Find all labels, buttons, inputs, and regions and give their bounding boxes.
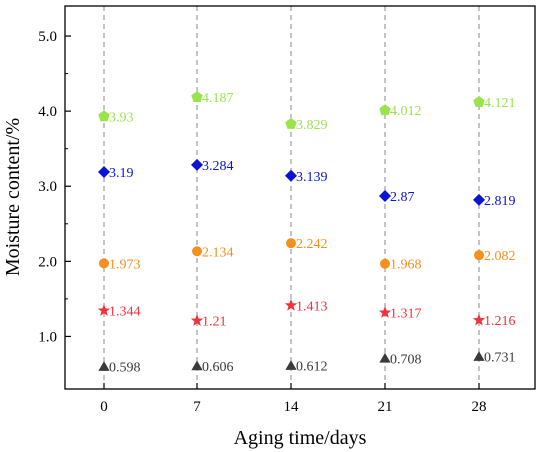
data-series: 3.93 4.187 3.829 4.012 4.121 3.19 3.284 3.139 2.… [97, 91, 516, 376]
data-label: 1.973 [109, 257, 141, 272]
data-label: 2.134 [202, 245, 234, 260]
data-label: 0.598 [109, 361, 141, 376]
data-point [285, 169, 297, 182]
data-point [98, 361, 110, 371]
data-point [191, 158, 203, 171]
data-point [473, 351, 485, 361]
data-point [191, 91, 203, 102]
data-point [191, 360, 203, 371]
data-label: 2.87 [390, 190, 415, 205]
series-diamond: 3.19 3.284 3.139 2.87 2.819 [98, 159, 516, 209]
data-label: 3.19 [109, 166, 134, 181]
y-axis: 1.0 2.0 3.0 4.0 5.0 [38, 29, 71, 345]
series-star: 1.344 1.21 1.413 1.317 1.216 [97, 298, 516, 330]
series-circle: 1.973 2.134 2.242 1.968 2.082 [99, 237, 516, 273]
data-label: 3.93 [109, 110, 134, 125]
series-pentagon: 3.93 4.187 3.829 4.012 4.121 [98, 91, 516, 133]
data-point [98, 165, 110, 178]
x-tick-label: 7 [193, 399, 201, 415]
data-point [378, 306, 392, 318]
data-label: 0.731 [484, 351, 516, 366]
data-point [285, 360, 297, 370]
x-tick-label: 0 [100, 399, 108, 415]
x-tick-label: 21 [378, 399, 393, 415]
data-point [190, 314, 204, 326]
data-label: 2.242 [296, 237, 328, 252]
grid-lines [103, 6, 480, 389]
data-label: 1.21 [202, 315, 227, 330]
data-label: 0.606 [202, 360, 234, 375]
data-label: 2.819 [484, 194, 516, 209]
x-axis: 0 7 14 21 28 [100, 383, 487, 415]
data-point [473, 193, 485, 206]
data-point [473, 96, 485, 107]
data-point [284, 298, 298, 311]
data-label: 1.344 [109, 305, 141, 320]
data-point [98, 110, 110, 122]
data-label: 4.121 [484, 96, 516, 111]
data-point [380, 258, 390, 269]
series-triangle: 0.598 0.606 0.612 0.708 0.731 [98, 351, 516, 376]
data-label: 2.082 [484, 249, 516, 264]
data-point [379, 104, 391, 116]
x-axis-title: Aging time/days [234, 427, 367, 449]
plot-frame [64, 5, 536, 390]
y-tick-label: 2.0 [38, 254, 57, 270]
data-label: 1.968 [390, 258, 422, 273]
data-label: 4.187 [202, 91, 234, 106]
data-label: 0.708 [390, 352, 422, 367]
data-point [285, 117, 297, 129]
data-label: 1.216 [484, 314, 516, 329]
data-point [474, 250, 484, 261]
data-point [472, 313, 486, 326]
y-tick-label: 4.0 [38, 104, 57, 120]
y-tick-label: 5.0 [38, 29, 57, 45]
data-label: 3.829 [296, 118, 328, 133]
data-point [286, 238, 296, 249]
x-tick-label: 14 [284, 399, 300, 415]
data-label: 3.139 [296, 170, 328, 185]
data-point [97, 304, 111, 316]
data-label: 1.413 [296, 299, 328, 314]
data-point [99, 258, 109, 269]
data-point [379, 190, 391, 202]
data-label: 1.317 [390, 307, 422, 322]
y-axis-title: Moisture content/% [2, 118, 24, 276]
data-point [192, 246, 202, 257]
x-tick-label: 28 [472, 399, 487, 415]
data-label: 0.612 [296, 360, 328, 375]
data-point [379, 352, 391, 363]
data-label: 4.012 [390, 104, 422, 119]
y-tick-label: 3.0 [38, 179, 57, 195]
data-label: 3.284 [202, 159, 234, 174]
y-tick-label: 1.0 [38, 329, 57, 345]
